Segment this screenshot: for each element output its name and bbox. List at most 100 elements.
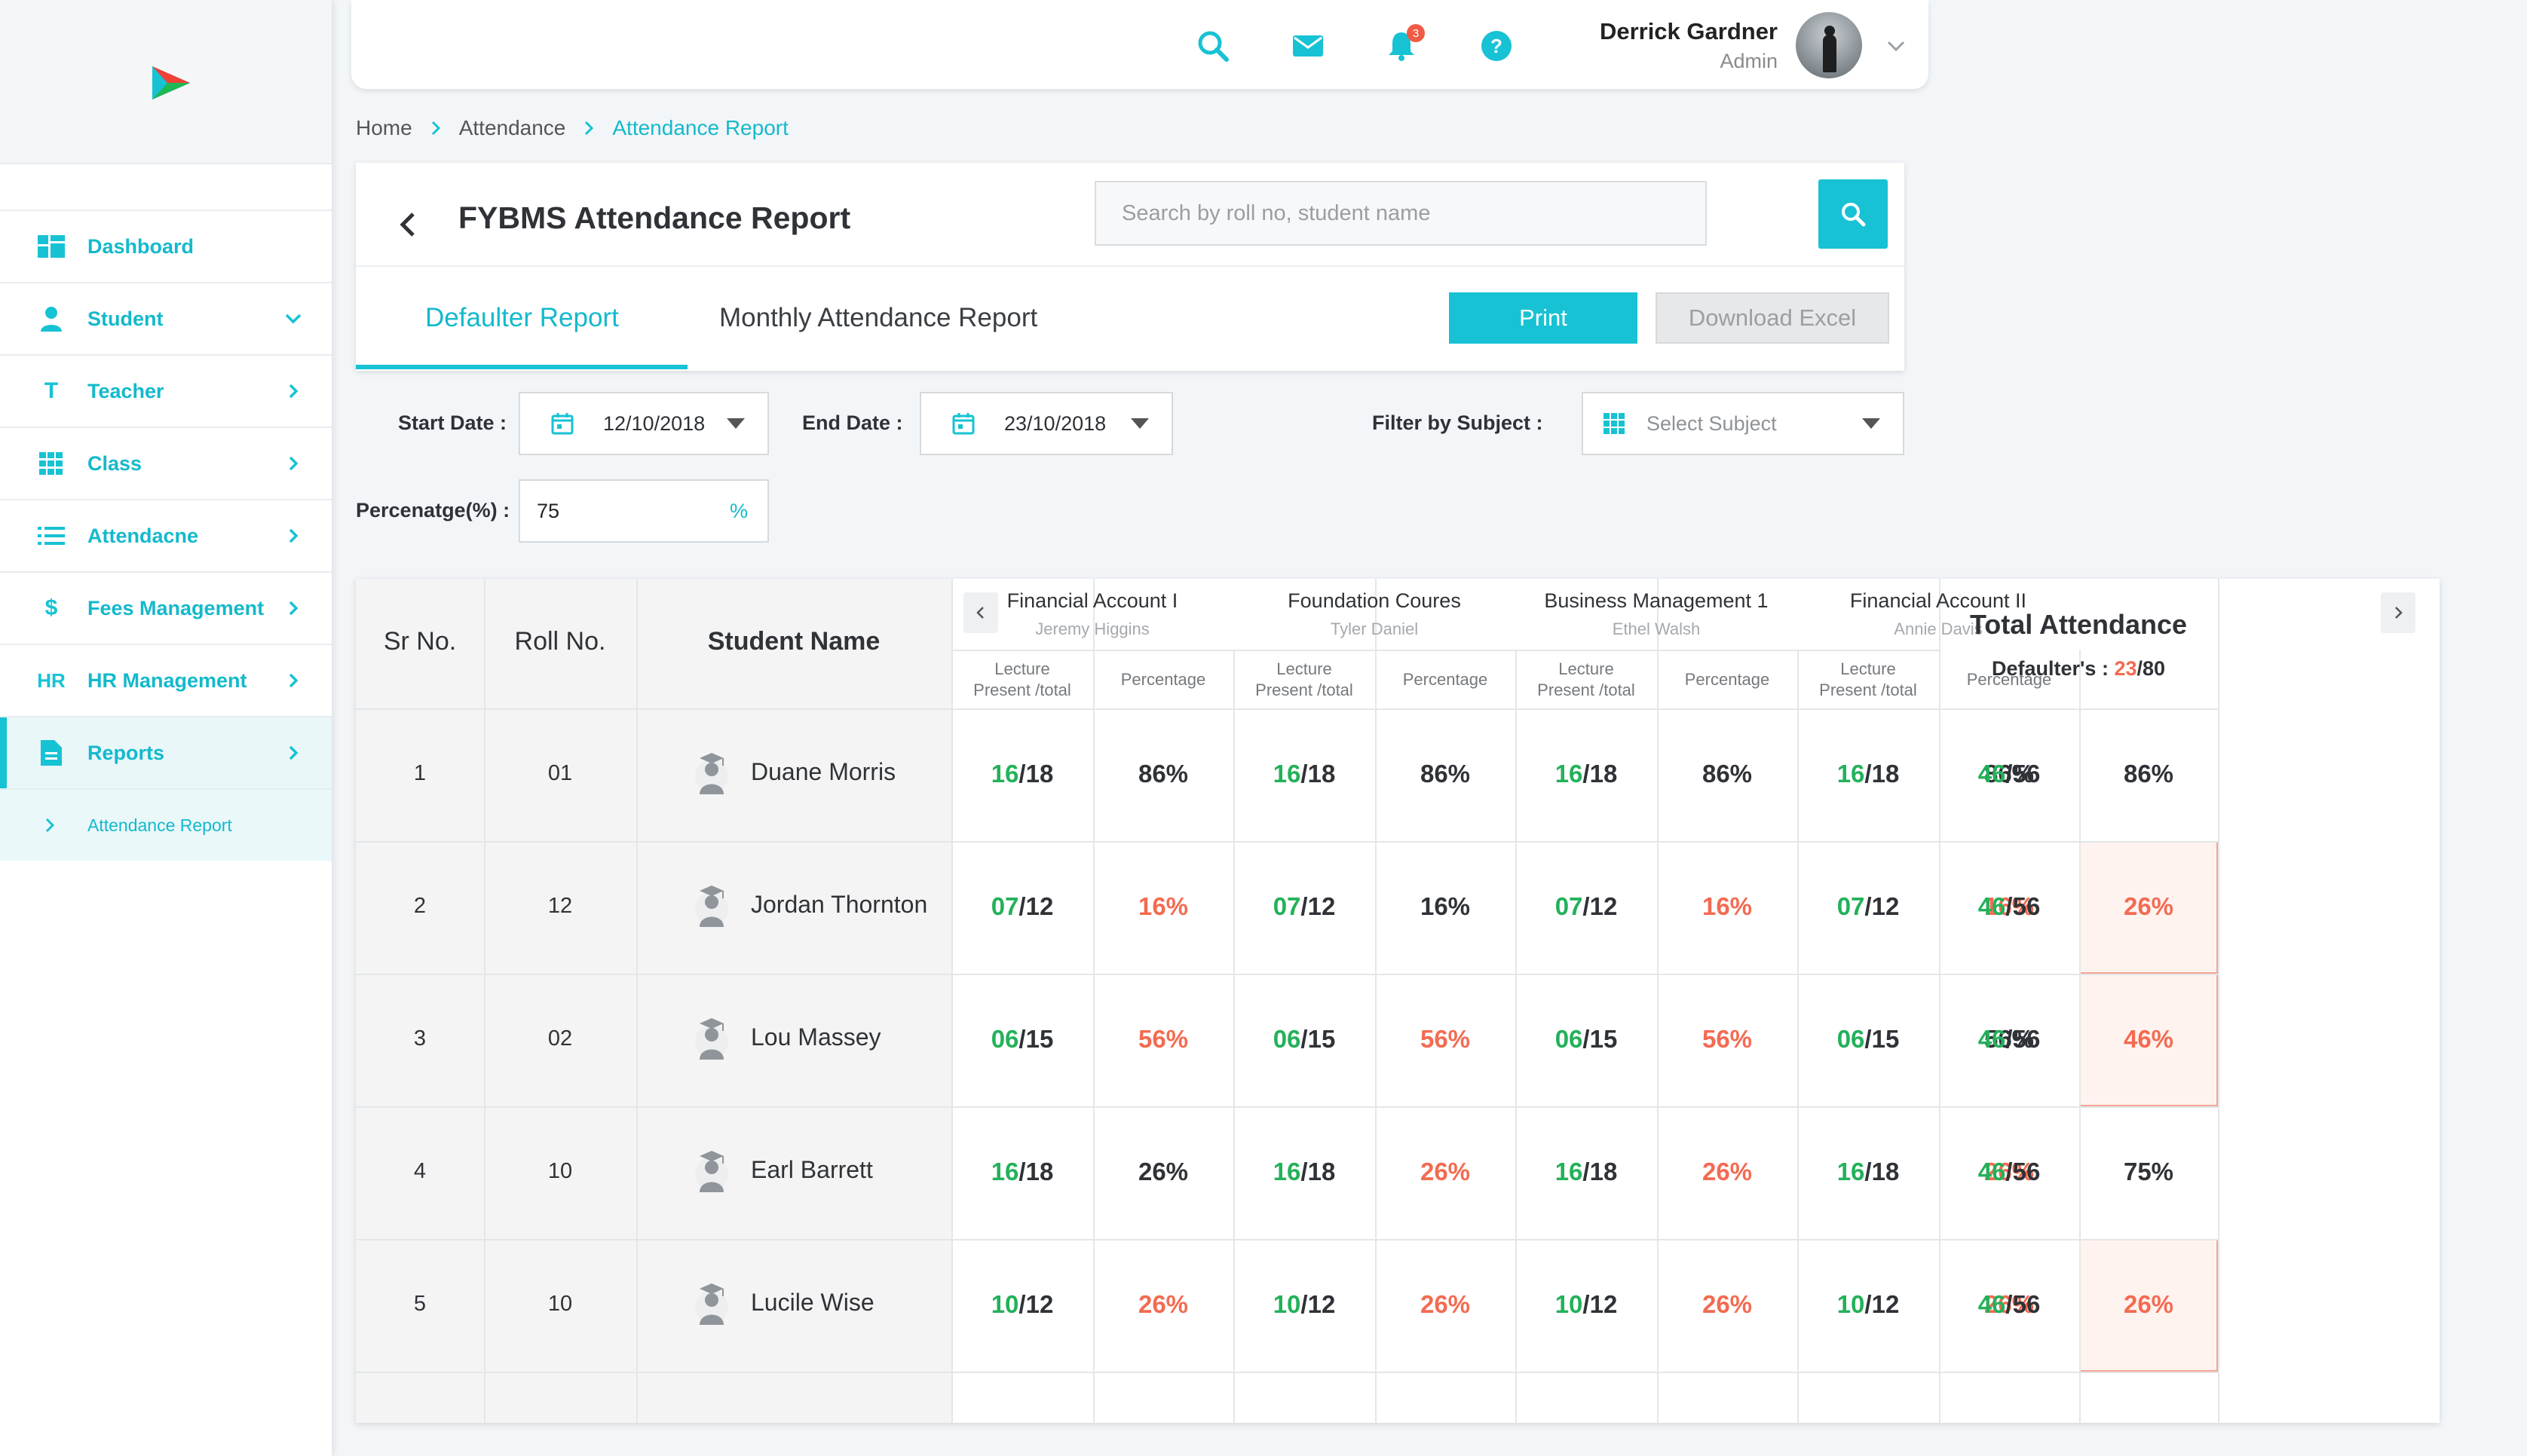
student-avatar-icon (694, 1147, 730, 1192)
subheader-percentage: Percentage (1375, 669, 1515, 690)
notification-bell-icon[interactable]: 3 (1384, 29, 1419, 63)
lecture-present: 10 (1837, 1290, 1865, 1318)
tab-monthly-attendance-report[interactable]: Monthly Attendance Report (719, 303, 1037, 333)
sidebar-item-reports[interactable]: Reports (0, 716, 332, 788)
app-logo[interactable] (148, 63, 193, 102)
chevron-right-icon (282, 742, 305, 764)
cell-lecture: 07/12 (1233, 892, 1375, 921)
chevron-right-icon (427, 120, 444, 136)
cell-student[interactable]: Earl Barrett (694, 1147, 873, 1192)
student-avatar-icon (694, 1280, 730, 1325)
user-name[interactable]: Derrick Gardner (1600, 18, 1778, 45)
start-date-picker[interactable]: 12/10/2018 (519, 392, 769, 455)
cell-lecture: 07/12 (1797, 892, 1939, 921)
sidebar: Dashboard Student T Teacher Class Attendacne $… (0, 0, 332, 1456)
sidebar-item-label: Teacher (87, 380, 164, 403)
end-date-value: 23/10/2018 (1004, 412, 1106, 436)
lecture-total: /18 (1582, 760, 1617, 788)
hr-icon: HR (36, 665, 66, 696)
lecture-present: 10 (1555, 1290, 1583, 1318)
chevron-right-icon (580, 120, 597, 136)
lecture-total: /18 (1864, 1158, 1899, 1185)
row-divider (356, 841, 2218, 843)
percentage-unit: % (730, 500, 748, 523)
cell-sr-no: 1 (356, 761, 484, 786)
lecture-total: /18 (1300, 1158, 1335, 1185)
lecture-present: 16 (1273, 1158, 1301, 1185)
sidebar-item-hr-management[interactable]: HR HR Management (0, 644, 332, 716)
total-present: 46 (1978, 1290, 2006, 1318)
tab-defaulter-report[interactable]: Defaulter Report (425, 303, 619, 333)
chevron-right-icon (2391, 605, 2406, 620)
sidebar-item-teacher[interactable]: T Teacher (0, 354, 332, 427)
user-role: Admin (1720, 50, 1778, 73)
sidebar-item-label: Attendacne (87, 525, 198, 548)
help-icon[interactable]: ? (1479, 29, 1514, 63)
breadcrumb-attendance[interactable]: Attendance (459, 116, 566, 140)
notification-badge: 3 (1407, 24, 1425, 42)
cell-student[interactable]: Lucile Wise (694, 1280, 874, 1325)
chevron-right-icon (282, 525, 305, 547)
total-present: 46 (1978, 1158, 2006, 1185)
defaulter-total: /80 (2136, 657, 2165, 680)
attendance-table: Sr No. Roll No. Student Name Financial Acco… (356, 579, 2440, 1423)
subheader-lecture-text: Lecture Present /total (1537, 659, 1635, 699)
start-date-value: 12/10/2018 (603, 412, 705, 436)
person-icon (36, 304, 66, 334)
cell-percentage: 86% (1093, 760, 1233, 788)
lecture-total: /18 (1300, 760, 1335, 788)
cell-percentage: 56% (1375, 1025, 1515, 1054)
print-button[interactable]: Print (1449, 292, 1637, 344)
percentage-input[interactable]: 75 % (519, 479, 769, 543)
lecture-total: /12 (1300, 1290, 1335, 1318)
breadcrumb-current: Attendance Report (612, 116, 789, 140)
search-input[interactable] (1095, 181, 1707, 246)
subject-select[interactable]: Select Subject (1582, 392, 1904, 455)
sidebar-item-label: HR Management (87, 669, 247, 693)
total-present: 46 (1978, 760, 2006, 788)
search-icon[interactable] (1196, 29, 1230, 63)
search-icon (1839, 200, 1867, 228)
mail-icon[interactable] (1291, 29, 1325, 63)
sidebar-item-class[interactable]: Class (0, 427, 332, 499)
row-divider (356, 1372, 2218, 1373)
cell-student[interactable]: Jordan Thornton (694, 882, 927, 927)
cell-lecture: 10/12 (951, 1290, 1093, 1319)
active-tab-indicator (356, 365, 688, 369)
sidebar-item-attendacne[interactable]: Attendacne (0, 499, 332, 571)
lecture-total: /15 (1018, 1025, 1053, 1053)
scroll-left-button[interactable] (963, 592, 998, 633)
download-excel-button[interactable]: Download Excel (1656, 292, 1889, 344)
cell-lecture: 10/12 (1233, 1290, 1375, 1319)
cell-student[interactable]: Lou Massey (694, 1014, 881, 1060)
page-title: FYBMS Attendance Report (458, 200, 850, 236)
defaulter-count: Defaulter's : 23/80 (1939, 657, 2218, 681)
student-name: Duane Morris (751, 758, 896, 786)
column-divider (2218, 579, 2219, 1423)
student-name: Lou Massey (751, 1023, 881, 1051)
sidebar-item-dashboard[interactable]: Dashboard (0, 210, 332, 282)
scroll-right-button[interactable] (2381, 592, 2415, 633)
report-card: FYBMS Attendance Report Defaulter Report… (356, 163, 1904, 371)
user-avatar[interactable] (1796, 12, 1862, 78)
grid-icon (1603, 412, 1625, 435)
sidebar-item-label: Class (87, 452, 142, 476)
header-sr-no: Sr No. (356, 627, 484, 656)
cell-lecture: 16/18 (1515, 1158, 1657, 1186)
end-date-picker[interactable]: 23/10/2018 (920, 392, 1173, 455)
cell-student[interactable]: Duane Morris (694, 749, 896, 794)
search-button[interactable] (1818, 179, 1888, 249)
subject-header: Business Management 1 (1515, 589, 1797, 613)
header-divider (356, 708, 2218, 710)
chevron-down-icon[interactable] (1885, 35, 1907, 57)
cell-sr-no: 2 (356, 894, 484, 919)
cell-lecture: 06/15 (1233, 1025, 1375, 1054)
header-divider (951, 650, 1939, 651)
cell-total-percentage: 86% (2079, 760, 2218, 788)
sidebar-item-student[interactable]: Student (0, 282, 332, 354)
back-arrow-icon[interactable] (394, 210, 424, 240)
svg-text:?: ? (1490, 35, 1502, 57)
breadcrumb-home[interactable]: Home (356, 116, 412, 140)
sidebar-item-fees-management[interactable]: $ Fees Management (0, 571, 332, 644)
sidebar-subitem-attendance-report[interactable]: Attendance Report (0, 788, 332, 861)
